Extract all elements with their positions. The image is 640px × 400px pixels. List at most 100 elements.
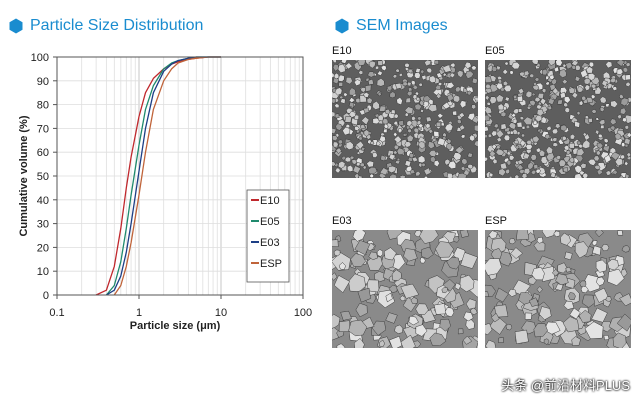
sem-particle — [571, 64, 576, 70]
sem-particle — [565, 266, 573, 273]
sem-particle — [624, 74, 631, 81]
sem-particle — [444, 307, 455, 318]
sem-particle — [364, 84, 372, 92]
sem-particle — [393, 131, 398, 138]
sem-particle — [473, 140, 478, 148]
sem-particle — [534, 97, 541, 103]
sem-particle — [376, 70, 383, 76]
sem-particle — [454, 86, 461, 93]
sem-particle — [593, 155, 600, 162]
sem-particle — [467, 164, 474, 170]
sem-particle — [351, 159, 358, 165]
sem-particle — [380, 65, 387, 72]
sem-particle — [517, 108, 523, 113]
x-axis-label: Particle size (μm) — [130, 320, 221, 332]
sem-particle — [551, 268, 560, 277]
sem-particle — [591, 94, 596, 99]
sem-particle — [336, 343, 346, 348]
sem-particle — [388, 153, 396, 161]
sem-particle — [355, 302, 368, 318]
sem-particle — [587, 118, 593, 123]
sem-particle — [388, 165, 397, 174]
sem-particle — [407, 128, 413, 134]
sem-particle — [506, 130, 511, 136]
sem-particle — [383, 247, 397, 261]
sem-particle — [357, 287, 371, 303]
sem-particle — [337, 74, 345, 82]
sem-particle — [596, 276, 605, 286]
y-tick-label: 100 — [31, 52, 49, 64]
sem-particle — [377, 91, 382, 97]
sem-particle — [577, 86, 584, 93]
sem-particle — [416, 116, 422, 121]
sem-particle — [528, 297, 540, 307]
sem-particle — [568, 87, 576, 94]
sem-particle — [587, 73, 596, 81]
sem-particle — [498, 337, 504, 343]
sem-particle — [610, 125, 616, 131]
sem-particle — [334, 87, 343, 96]
sem-particle — [623, 137, 631, 146]
sem-particle — [603, 138, 609, 144]
sem-particle — [485, 258, 502, 276]
sem-particle — [465, 319, 475, 330]
sem-particle — [459, 100, 467, 109]
sem-particle — [524, 312, 533, 320]
sem-particle — [353, 79, 361, 87]
sem-particle — [580, 285, 589, 294]
sem-particle — [454, 282, 462, 291]
sem-particle — [517, 87, 525, 95]
sem-particle — [532, 135, 540, 143]
sem-particle — [508, 175, 513, 178]
sem-particle — [538, 149, 546, 157]
sem-particle — [421, 246, 434, 260]
sem-particle — [504, 61, 509, 66]
sem-particle — [383, 123, 389, 130]
sem-particle — [423, 167, 432, 176]
sem-particle — [534, 115, 543, 123]
sem-particle — [599, 107, 605, 112]
sem-particle — [555, 283, 564, 291]
sem-particle — [394, 82, 402, 90]
sem-particle — [446, 81, 455, 89]
sem-particle — [471, 115, 478, 124]
sem-particle — [467, 90, 472, 96]
sem-particle — [605, 103, 610, 108]
sem-particle — [447, 160, 457, 169]
sem-particle — [462, 88, 468, 93]
sem-particle — [425, 116, 433, 123]
sem-particle — [527, 161, 534, 171]
sem-particle — [418, 141, 426, 150]
sem-particle — [404, 63, 410, 68]
sem-particle — [410, 80, 416, 86]
sem-particle — [369, 141, 375, 146]
sem-particle — [574, 120, 581, 128]
sem-particle — [368, 78, 374, 86]
sem-particle — [619, 293, 631, 307]
sem-particle — [453, 235, 460, 243]
sem-particle — [377, 60, 383, 66]
sem-particle — [402, 325, 420, 340]
sem-particle — [390, 109, 396, 115]
sem-particle — [517, 95, 524, 102]
sem-particle — [549, 74, 555, 80]
sem-particle — [342, 92, 348, 98]
sem-particle — [403, 248, 418, 262]
sem-particle — [460, 165, 466, 172]
sem-particle — [495, 148, 505, 156]
y-tick-label: 40 — [37, 195, 49, 207]
sem-particle — [416, 119, 422, 126]
sem-particle — [332, 239, 339, 247]
sem-particle — [547, 97, 555, 106]
sem-particle — [584, 321, 604, 340]
sem-particle — [428, 149, 437, 157]
sem-particle — [378, 339, 385, 347]
sem-particle — [332, 72, 335, 79]
sem-particle — [340, 310, 353, 321]
sem-particle — [595, 117, 600, 121]
sem-particle — [569, 143, 575, 149]
sem-particle — [344, 115, 352, 123]
sem-particle — [396, 147, 406, 156]
sem-particle — [414, 91, 419, 96]
sem-particle — [561, 78, 568, 85]
